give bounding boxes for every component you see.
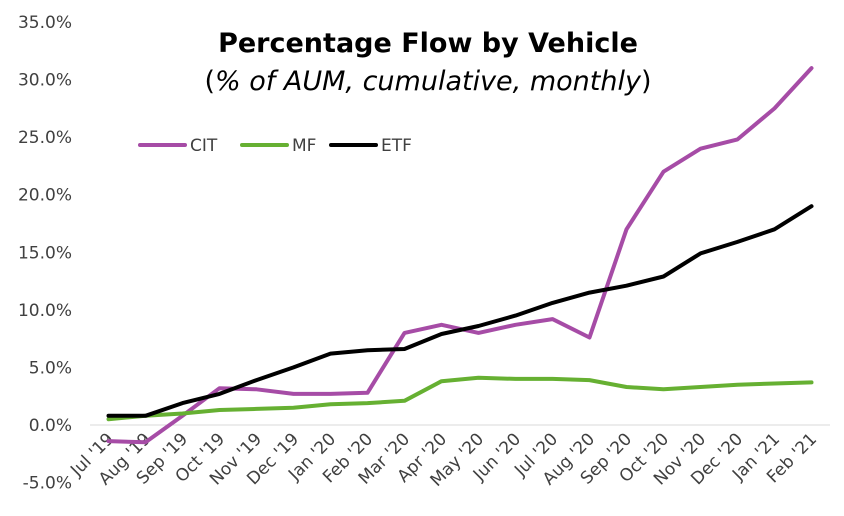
y-axis-ticks: -5.0% 0.0% 5.0% 10.0% 15.0% 20.0% 25.0% 30.0% 35… — [18, 13, 72, 494]
y-tick-label: 30.0% — [18, 71, 72, 91]
legend-label-mf: MF — [292, 136, 316, 156]
legend: CIT MF ETF — [138, 136, 412, 156]
y-tick-label: -5.0% — [23, 474, 72, 494]
series-line-etf — [106, 204, 814, 418]
y-tick-label: 10.0% — [18, 301, 72, 321]
legend-label-etf: ETF — [381, 136, 412, 156]
legend-label-cit: CIT — [190, 136, 218, 156]
y-tick-label: 25.0% — [18, 128, 72, 148]
chart-subtitle: (% of AUM, cumulative, monthly) — [204, 66, 651, 97]
y-tick-label: 35.0% — [18, 13, 72, 33]
chart-title: Percentage Flow by Vehicle — [218, 28, 638, 59]
subtitle-open-paren: ( — [204, 66, 215, 97]
y-tick-label: 20.0% — [18, 186, 72, 206]
y-tick-label: 5.0% — [29, 358, 72, 378]
subtitle-close-paren: ) — [641, 66, 652, 97]
subtitle-text: % of AUM, cumulative, monthly — [215, 66, 642, 97]
series-lines — [106, 66, 814, 445]
y-tick-label: 15.0% — [18, 243, 72, 263]
y-tick-label: 0.0% — [29, 416, 72, 436]
series-line-mf — [106, 375, 814, 422]
